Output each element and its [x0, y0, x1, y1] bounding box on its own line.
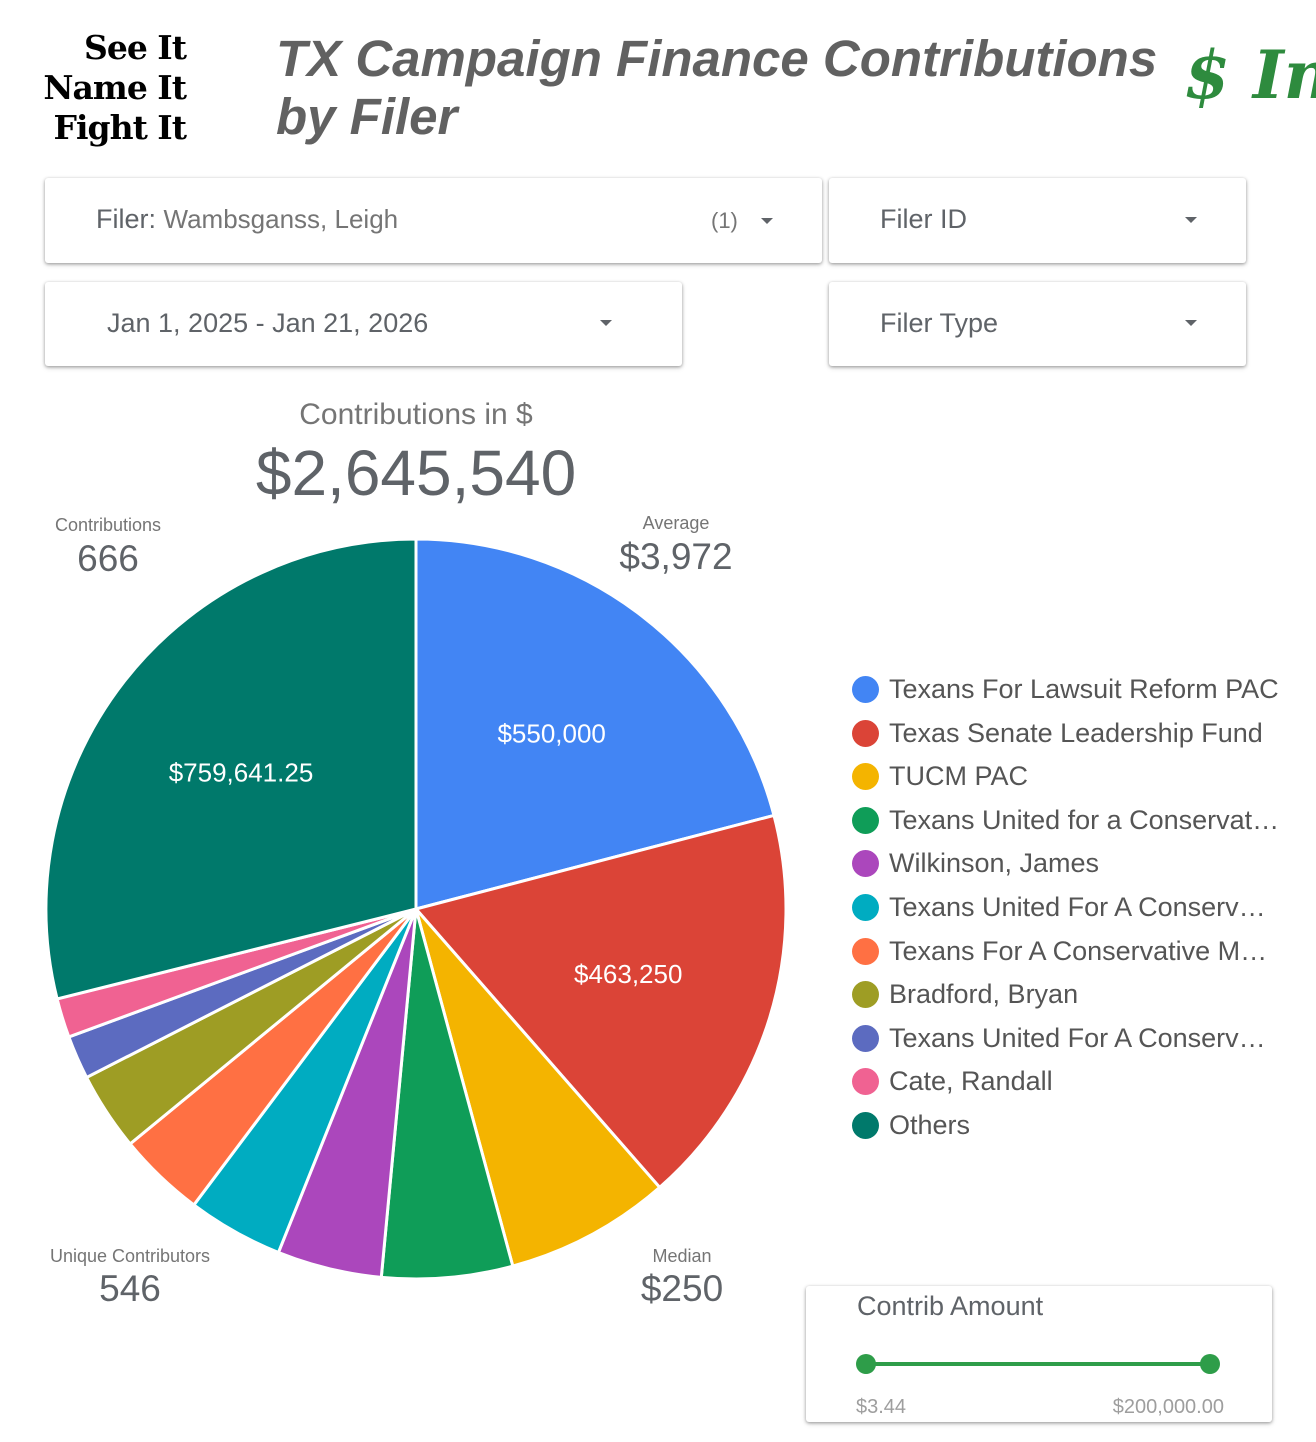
- chevron-down-icon: [1185, 217, 1197, 223]
- contrib-amount-label: Contrib Amount: [857, 1291, 1043, 1322]
- pie-slice-label-0: $550,000: [497, 718, 605, 748]
- legend-color-dot: [852, 1025, 879, 1052]
- slider-min-handle[interactable]: [856, 1354, 876, 1374]
- slider-max-handle[interactable]: [1200, 1354, 1220, 1374]
- filer-label: Filer: [96, 204, 149, 234]
- pie-slice-label-10: $759,641.25: [169, 757, 314, 787]
- chart-title: Contributions in $: [216, 398, 616, 432]
- logo-line-2: Name It: [36, 68, 186, 108]
- legend-color-dot: [852, 850, 879, 877]
- legend-label: Texans For Lawsuit Reform PAC: [889, 674, 1279, 705]
- date-range-picker[interactable]: Jan 1, 2025 - Jan 21, 2026: [45, 282, 682, 366]
- legend-label: Texans United for a Conservat…: [889, 805, 1279, 836]
- legend-label: Bradford, Bryan: [889, 979, 1078, 1010]
- legend-label: Texans For A Conservative M…: [889, 936, 1267, 967]
- legend-color-dot: [852, 894, 879, 921]
- legend-color-dot: [852, 1112, 879, 1139]
- chevron-down-icon: [1185, 320, 1197, 326]
- total-contributions: $2,645,540: [166, 436, 666, 510]
- slider-track[interactable]: [866, 1362, 1210, 1366]
- legend-color-dot: [852, 676, 879, 703]
- filer-type-dropdown[interactable]: Filer Type: [829, 282, 1246, 366]
- contrib-amount-filter: Contrib Amount $3.44 $200,000.00: [806, 1286, 1272, 1422]
- logo: See It Name It Fight It: [36, 28, 186, 148]
- logo-line-1: See It: [36, 28, 186, 68]
- slider-max-label: $200,000.00: [1113, 1396, 1224, 1419]
- legend-label: Wilkinson, James: [889, 848, 1099, 879]
- page-title: TX Campaign Finance Contributions by Fil…: [276, 30, 1176, 146]
- date-range-value: Jan 1, 2025 - Jan 21, 2026: [107, 308, 428, 339]
- legend-label: TUCM PAC: [889, 761, 1028, 792]
- legend-color-dot: [852, 720, 879, 747]
- legend-label: Texas Senate Leadership Fund: [889, 718, 1263, 749]
- chevron-down-icon: [600, 320, 612, 326]
- legend-color-dot: [852, 981, 879, 1008]
- slider-min-label: $3.44: [856, 1396, 906, 1419]
- filer-selected-count: (1): [711, 208, 738, 234]
- filer-type-label: Filer Type: [880, 308, 998, 339]
- legend-color-dot: [852, 807, 879, 834]
- legend-color-dot: [852, 763, 879, 790]
- legend-label: Others: [889, 1110, 970, 1141]
- filer-id-label: Filer ID: [880, 204, 967, 235]
- legend-label: Texans United For A Conserv…: [889, 1023, 1266, 1054]
- chevron-down-icon: [761, 218, 773, 224]
- filer-id-dropdown[interactable]: Filer ID: [829, 178, 1246, 263]
- brand-logo: $ In: [1184, 36, 1316, 114]
- pie-chart[interactable]: $550,000 $463,250 $759,641.25: [0, 500, 800, 1300]
- filer-value: Wambsganss, Leigh: [164, 204, 399, 234]
- legend-label: Texans United For A Conserv…: [889, 892, 1266, 923]
- logo-line-3: Fight It: [36, 108, 186, 148]
- filer-dropdown[interactable]: Filer: Wambsganss, Leigh (1): [45, 178, 822, 263]
- legend-color-dot: [852, 1068, 879, 1095]
- legend-label: Cate, Randall: [889, 1066, 1053, 1097]
- legend-color-dot: [852, 938, 879, 965]
- pie-slice-label-1: $463,250: [574, 959, 682, 989]
